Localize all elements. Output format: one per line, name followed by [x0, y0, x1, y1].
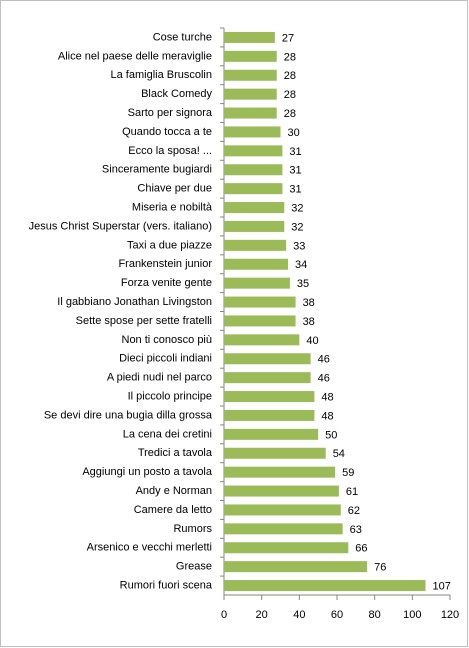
y-tick-label: Jesus Christ Superstar (vers. italiano): [29, 220, 212, 232]
y-tick-label: Chiave per due: [137, 183, 212, 195]
bar: [224, 277, 290, 289]
bar: [224, 391, 315, 403]
y-tick-label: Tredici a tavola: [138, 447, 213, 459]
bar: [224, 409, 315, 421]
y-tick-label: Rumori fuori scena: [120, 579, 213, 591]
data-label: 31: [289, 184, 301, 196]
bar: [224, 353, 311, 365]
data-label: 32: [291, 202, 303, 214]
data-label: 62: [348, 505, 360, 517]
y-tick-label: La famiglia Bruscolin: [111, 69, 213, 81]
data-label: 48: [321, 391, 333, 403]
bar: [224, 485, 339, 497]
bar: [224, 258, 289, 270]
bar: [224, 145, 283, 157]
x-tick-label: 100: [403, 609, 421, 621]
data-label: 38: [303, 297, 315, 309]
data-label: 32: [291, 221, 303, 233]
bar: [224, 107, 277, 119]
data-label: 31: [289, 146, 301, 158]
y-tick-label: Arsenico e vecchi merletti: [87, 542, 212, 554]
bar: [224, 542, 349, 554]
x-tick-label: 40: [293, 609, 305, 621]
bar: [224, 504, 341, 516]
y-tick-label: A piedi nudi nel parco: [107, 372, 212, 384]
bar: [224, 523, 343, 535]
y-tick-label: Il piccolo principe: [128, 390, 212, 402]
bar: [224, 239, 287, 251]
bar: [224, 561, 368, 573]
data-label: 28: [284, 51, 296, 63]
bar: [224, 447, 326, 459]
data-label: 38: [303, 316, 315, 328]
data-label: 107: [433, 580, 451, 592]
bar: [224, 334, 300, 346]
y-tick-label: Black Comedy: [141, 88, 212, 100]
data-label: 28: [284, 89, 296, 101]
bar: [224, 202, 285, 214]
bar: [224, 428, 319, 440]
x-tick-label: 80: [369, 609, 381, 621]
data-label: 50: [325, 429, 337, 441]
y-tick-label: Dieci piccoli indiani: [119, 353, 212, 365]
y-tick-label: Grease: [176, 561, 212, 573]
bar: [224, 315, 296, 327]
data-label: 66: [355, 543, 367, 555]
bar: [224, 31, 275, 43]
y-tick-label: Sette spose per sette fratelli: [76, 315, 212, 327]
bar: [224, 183, 283, 195]
y-tick-label: Sinceramente bugiardi: [102, 164, 212, 176]
y-tick-label: Cose turche: [153, 31, 212, 43]
y-tick-label: Non ti conosco più: [122, 334, 213, 346]
y-tick-label: Alice nel paese delle meraviglie: [58, 50, 212, 62]
x-tick-label: 0: [221, 609, 227, 621]
bar: [224, 126, 281, 138]
bar: [224, 164, 283, 176]
data-label: 31: [289, 165, 301, 177]
y-tick-label: Taxi a due piazze: [127, 239, 212, 251]
y-tick-label: Andy e Norman: [136, 485, 212, 497]
bar: [224, 296, 296, 308]
data-label: 54: [333, 448, 345, 460]
data-label: 76: [374, 562, 386, 574]
x-tick-label: 60: [331, 609, 343, 621]
y-tick-label: Miseria e nobiltà: [132, 201, 213, 213]
y-tick-label: Ecco la sposa! ...: [128, 145, 212, 157]
y-tick-label: Quando tocca a te: [122, 126, 212, 138]
y-tick-label: Aggiungi un posto a tavola: [82, 466, 213, 478]
y-tick-label: La cena dei cretini: [123, 428, 212, 440]
data-label: 35: [297, 278, 309, 290]
data-label: 46: [318, 354, 330, 366]
data-label: 48: [321, 410, 333, 422]
bar: [224, 50, 277, 62]
data-label: 30: [288, 127, 300, 139]
data-label: 61: [346, 486, 358, 498]
data-label: 28: [284, 108, 296, 120]
y-tick-label: Rumors: [173, 523, 212, 535]
bar: [224, 220, 285, 232]
data-label: 59: [342, 467, 354, 479]
x-tick-label: 20: [256, 609, 268, 621]
data-label: 34: [295, 259, 307, 271]
y-tick-label: Il gabbiano Jonathan Livingston: [57, 296, 212, 308]
y-tick-label: Forza venite gente: [121, 277, 212, 289]
bar: [224, 466, 336, 478]
y-tick-label: Se devi dire una bugia dilla grossa: [44, 409, 213, 421]
data-label: 33: [293, 240, 305, 252]
y-tick-label: Frankenstein junior: [118, 258, 212, 270]
bar: [224, 580, 426, 592]
data-label: 46: [318, 373, 330, 385]
data-label: 63: [350, 524, 362, 536]
bar: [224, 88, 277, 100]
bar: [224, 372, 311, 384]
data-label: 28: [284, 70, 296, 82]
y-tick-label: Sarto per signora: [128, 107, 213, 119]
data-label: 40: [306, 335, 318, 347]
x-tick-label: 120: [441, 609, 459, 621]
bar: [224, 69, 277, 81]
data-label: 27: [282, 32, 294, 44]
y-tick-label: Camere da letto: [134, 504, 212, 516]
